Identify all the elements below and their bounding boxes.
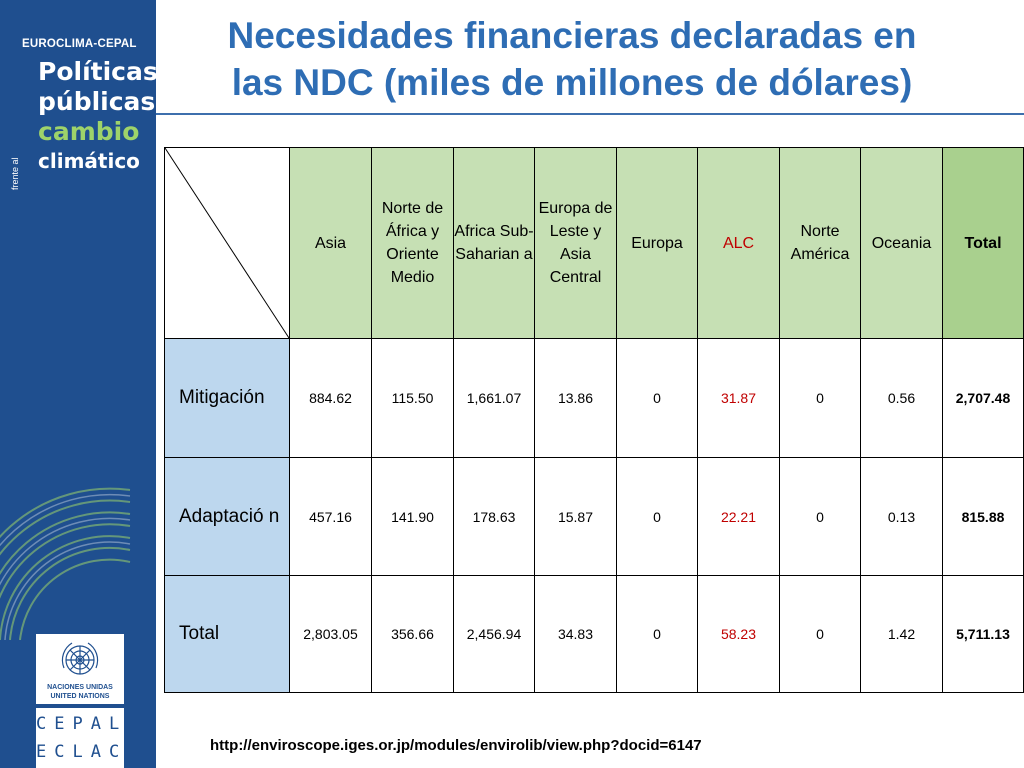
table-cell: 1,661.07 (453, 338, 535, 458)
col-header-alc: ALC (697, 147, 780, 339)
table-cell: 178.63 (453, 457, 535, 576)
table-cell: 0 (616, 575, 698, 693)
table-cell-total: 5,711.13 (942, 575, 1024, 693)
table-row: Mitigación 884.62 115.50 1,661.07 13.86 … (164, 338, 1024, 458)
brand-climatico: climático (38, 149, 140, 173)
table-cell: 2,803.05 (289, 575, 372, 693)
brand-euroclima: EUROCLIMA-CEPAL (22, 38, 137, 50)
table-cell: 0 (779, 457, 861, 576)
table-cell: 0 (779, 575, 861, 693)
table-cell-alc: 22.21 (697, 457, 780, 576)
un-logo: NACIONES UNIDAS UNITED NATIONS (36, 634, 124, 704)
table-cell: 13.86 (534, 338, 617, 458)
col-header: Asia (289, 147, 372, 339)
col-header: Norte de África y Oriente Medio (371, 147, 454, 339)
sidebar: EUROCLIMA-CEPAL Políticas públicas frent… (0, 0, 156, 768)
eclac-text: ECLAC (36, 742, 128, 762)
col-header: Africa Sub-Saharian a (453, 147, 535, 339)
cepal-logo: CEPAL ECLAC (36, 708, 124, 768)
title-line-1: Necesidades financieras declaradas en (227, 15, 917, 56)
table-cell: 356.66 (371, 575, 454, 693)
table-cell: 884.62 (289, 338, 372, 458)
table-cell: 457.16 (289, 457, 372, 576)
table-cell: 115.50 (371, 338, 454, 458)
col-header: Norte América (779, 147, 861, 339)
needs-table: Asia Norte de África y Oriente Medio Afr… (164, 147, 1024, 693)
table-row: Total 2,803.05 356.66 2,456.94 34.83 0 5… (164, 575, 1024, 693)
source-link[interactable]: http://enviroscope.iges.or.jp/modules/en… (210, 737, 702, 754)
table-cell: 34.83 (534, 575, 617, 693)
table-cell: 0.56 (860, 338, 943, 458)
table-cell-alc: 31.87 (697, 338, 780, 458)
col-header: Europa de Leste y Asia Central (534, 147, 617, 339)
brand-politicas: Políticas (38, 57, 156, 86)
table-cell-alc: 58.23 (697, 575, 780, 693)
table-cell: 0 (616, 457, 698, 576)
table-cell: 15.87 (534, 457, 617, 576)
brand-cambio: cambio (38, 117, 140, 146)
un-emblem-icon (61, 642, 99, 675)
table-cell: 2,456.94 (453, 575, 535, 693)
brand-frente-al: frente al (10, 157, 20, 190)
decorative-arcs-icon (0, 487, 131, 640)
un-text-en: UNITED NATIONS (50, 693, 110, 700)
row-label: Adaptació n (164, 457, 290, 576)
brand-publicas: públicas (38, 87, 156, 116)
corner-cell (164, 147, 290, 339)
title-divider (156, 113, 1024, 115)
diagonal-line-icon (165, 148, 289, 338)
slide-title: Necesidades financieras declaradas en la… (172, 12, 972, 106)
header-row: Asia Norte de África y Oriente Medio Afr… (164, 147, 1024, 339)
title-line-2: las NDC (miles de millones de dólares) (231, 62, 913, 103)
table-row: Adaptació n 457.16 141.90 178.63 15.87 0… (164, 457, 1024, 576)
col-header: Europa (616, 147, 698, 339)
row-label: Mitigación (164, 338, 290, 458)
col-header: Oceania (860, 147, 943, 339)
table-cell-total: 2,707.48 (942, 338, 1024, 458)
table-cell: 141.90 (371, 457, 454, 576)
table-cell-total: 815.88 (942, 457, 1024, 576)
un-text-es: NACIONES UNIDAS (47, 684, 113, 691)
table-cell: 0 (779, 338, 861, 458)
cepal-text: CEPAL (36, 714, 128, 734)
col-header-total: Total (942, 147, 1024, 339)
row-label: Total (164, 575, 290, 693)
table-cell: 0.13 (860, 457, 943, 576)
table-cell: 1.42 (860, 575, 943, 693)
table-cell: 0 (616, 338, 698, 458)
